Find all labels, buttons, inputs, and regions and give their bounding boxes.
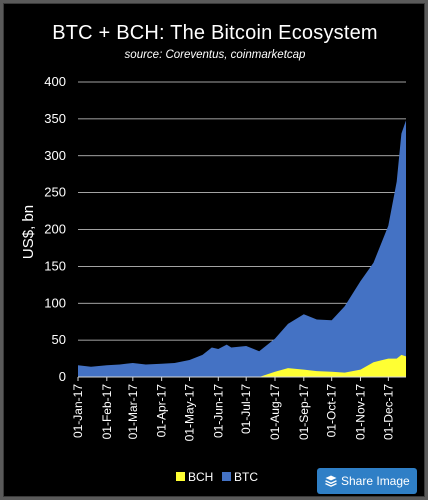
x-tick-labels: 01-Jan-17 01-Feb-17 01-Mar-17 01-Apr-17 01-M…: [71, 384, 395, 442]
legend-swatch: [222, 472, 231, 481]
y-axis-title: US$, bn: [20, 205, 37, 259]
y-tick-label: 0: [59, 369, 66, 384]
x-tick-label: 01-Sep-17: [297, 384, 311, 440]
legend-swatch: [176, 472, 185, 481]
btc-area: [78, 120, 406, 378]
x-tick-label: 01-Oct-17: [325, 384, 339, 438]
y-tick-label: 350: [44, 111, 66, 126]
x-tick-label: 01-Mar-17: [126, 384, 140, 440]
x-tick-label: 01-Feb-17: [100, 384, 114, 440]
x-tick-label: 01-Jan-17: [71, 384, 85, 438]
x-tick-label: 01-Dec-17: [381, 384, 395, 440]
x-tick-label: 01-Jun-17: [211, 384, 225, 438]
legend-label: BTC: [234, 470, 258, 484]
share-image-button[interactable]: Share Image: [317, 468, 417, 494]
plot-areas: [78, 120, 406, 378]
x-tick-label: 01-Apr-17: [155, 384, 169, 438]
y-tick-label: 300: [44, 148, 66, 163]
axes: [77, 376, 406, 381]
chart-subtitle: source: Coreventus, coinmarketcap: [124, 49, 306, 61]
chart-frame: BTC + BCH: The Bitcoin Ecosystem source:…: [3, 3, 425, 497]
y-tick-label: 150: [44, 258, 66, 273]
x-tick-label: 01-Aug-17: [268, 384, 282, 440]
layers-icon: [325, 475, 337, 487]
y-tick-label: 50: [52, 332, 66, 347]
share-image-label: Share Image: [341, 474, 410, 488]
x-tick-label: 01-Jul-17: [239, 384, 253, 434]
legend-label: BCH: [188, 470, 213, 484]
y-tick-label: 100: [44, 295, 66, 310]
x-tick-label: 01-Nov-17: [354, 384, 368, 440]
y-tick-label: 200: [44, 222, 66, 237]
y-tick-label: 250: [44, 185, 66, 200]
chart-title: BTC + BCH: The Bitcoin Ecosystem: [52, 22, 378, 44]
x-tick-label: 01-May-17: [183, 384, 197, 442]
y-tick-labels: 0 50 100 150 200 250 300 350 400: [44, 74, 66, 384]
legend: BCH BTC: [176, 470, 258, 484]
bch-area: [78, 354, 406, 377]
y-tick-label: 400: [44, 74, 66, 89]
